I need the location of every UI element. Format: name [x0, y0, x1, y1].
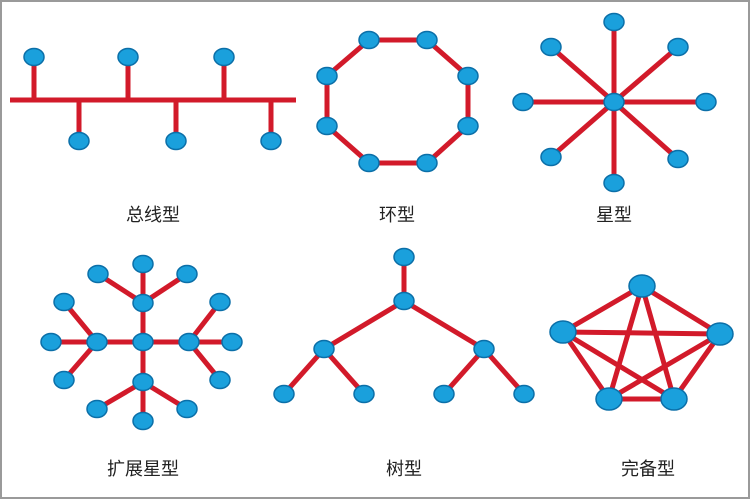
- tree-link: [442, 347, 486, 396]
- bus-node: [23, 47, 45, 67]
- tree-node: [353, 384, 375, 404]
- ring-node: [358, 153, 380, 173]
- extended-star-node: [176, 399, 198, 419]
- full-mesh-node: [706, 322, 734, 346]
- extended-star-sub-hub-node: [132, 372, 154, 392]
- tree-node: [273, 384, 295, 404]
- tree-topology-label: 树型: [386, 459, 422, 480]
- full-mesh-link: [606, 285, 645, 400]
- extended-star-node: [176, 264, 198, 284]
- star-node: [667, 37, 689, 57]
- full-mesh-link: [561, 283, 644, 335]
- tree-link: [282, 347, 326, 396]
- star-node: [603, 173, 625, 193]
- star-link: [612, 45, 680, 104]
- tree-node: [393, 247, 415, 267]
- star-link: [549, 45, 616, 104]
- star-topology-label: 星型: [596, 205, 632, 226]
- star-link: [612, 100, 680, 161]
- tree-node: [513, 384, 535, 404]
- full-mesh-node: [595, 387, 623, 411]
- full-mesh-node: [660, 387, 688, 411]
- extended-star-sub-hub-node: [86, 332, 108, 352]
- ring-node: [416, 30, 438, 50]
- ring-node: [457, 66, 479, 86]
- extended-star-node: [40, 332, 62, 352]
- ring-node: [316, 66, 338, 86]
- full-mesh-node: [628, 274, 656, 298]
- tree-link: [322, 347, 366, 396]
- extended-star-node: [132, 411, 154, 431]
- extended-star-sub-hub-node: [178, 332, 200, 352]
- full-mesh-link: [561, 329, 676, 402]
- extended-star-node: [132, 254, 154, 274]
- tree-link: [402, 298, 486, 352]
- bus-node: [68, 131, 90, 151]
- extended-star-topology-label: 扩展星型: [107, 459, 179, 480]
- star-node: [540, 37, 562, 57]
- ring-node: [316, 116, 338, 136]
- full-mesh-link: [560, 330, 612, 401]
- tree-node: [393, 291, 415, 311]
- bus-node: [117, 47, 139, 67]
- full-mesh-node: [549, 320, 577, 344]
- extended-star-node: [209, 292, 231, 312]
- extended-star-sub-hub-node: [132, 293, 154, 313]
- extended-star-hub-node: [132, 332, 154, 352]
- extended-star-node: [87, 264, 109, 284]
- extended-star-node: [53, 292, 75, 312]
- star-node: [512, 92, 534, 112]
- star-node: [603, 12, 625, 32]
- star-node: [667, 149, 689, 169]
- tree-node: [473, 339, 495, 359]
- full-mesh-link: [640, 283, 722, 337]
- extended-star-node: [209, 370, 231, 390]
- tree-link: [322, 298, 406, 352]
- ring-node: [457, 116, 479, 136]
- extended-star-node: [221, 332, 243, 352]
- extended-star-node: [86, 399, 108, 419]
- bus-topology-label: 总线型: [126, 205, 180, 226]
- full-mesh-link: [671, 332, 723, 401]
- ring-node: [416, 153, 438, 173]
- full-mesh-link: [562, 329, 721, 337]
- bus-node: [213, 47, 235, 67]
- tree-node: [313, 339, 335, 359]
- star-node: [540, 147, 562, 167]
- extended-star-node: [53, 370, 75, 390]
- tree-link: [482, 347, 526, 396]
- full-mesh-topology-label: 完备型: [621, 459, 675, 480]
- ring-node: [358, 30, 380, 50]
- full-mesh-link: [607, 331, 722, 402]
- full-mesh-link: [639, 285, 677, 400]
- star-hub-node: [603, 92, 625, 112]
- ring-topology-label: 环型: [379, 205, 415, 226]
- tree-node: [433, 384, 455, 404]
- bus-node: [260, 131, 282, 151]
- star-node: [695, 92, 717, 112]
- star-link: [549, 100, 616, 159]
- bus-node: [165, 131, 187, 151]
